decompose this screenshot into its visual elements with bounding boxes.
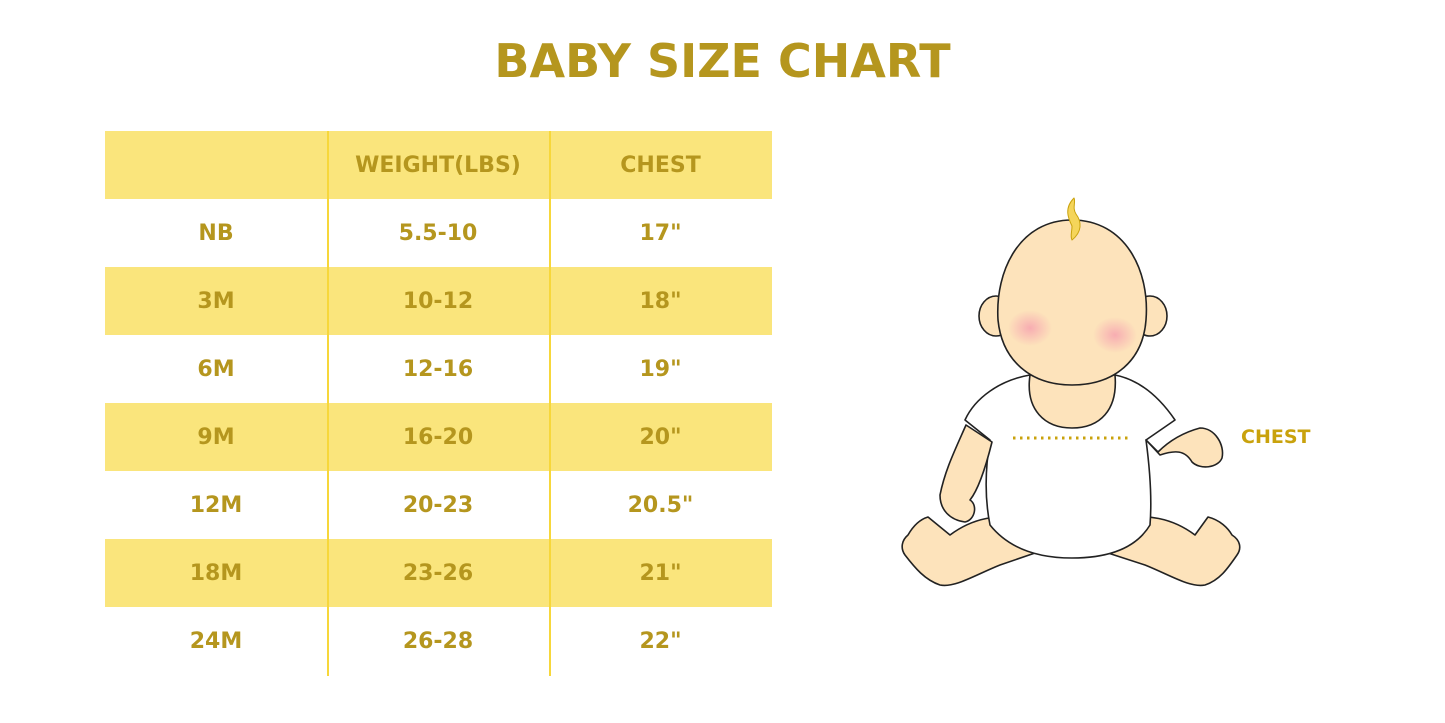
neck	[1028, 374, 1117, 429]
table-row: 12M 20-23 20.5"	[105, 471, 772, 539]
chest-cell: 20"	[639, 424, 682, 450]
column-divider	[327, 131, 329, 676]
hair-tuft	[1067, 197, 1081, 241]
weight-cell: 12-16	[402, 356, 474, 382]
weight-cell: 26-28	[402, 628, 474, 654]
table-row: 18M 23-26 21"	[105, 539, 772, 607]
table-row: 6M 12-16 19"	[105, 335, 772, 403]
size-cell: 24M	[189, 628, 243, 654]
size-cell: 12M	[189, 492, 243, 518]
chest-cell: 21"	[639, 560, 682, 586]
chest-cell: 18"	[639, 288, 682, 314]
chest-cell: 20.5"	[627, 492, 694, 518]
weight-cell: 16-20	[402, 424, 474, 450]
head	[997, 219, 1148, 386]
page-title: BABY SIZE CHART	[494, 34, 951, 88]
weight-cell: 5.5-10	[398, 220, 478, 246]
size-cell: 18M	[189, 560, 243, 586]
table-row: 24M 26-28 22"	[105, 607, 772, 675]
left-arm	[939, 424, 993, 523]
table-row: NB 5.5-10 17"	[105, 199, 772, 267]
size-table: WEIGHT(LBS) CHEST NB 5.5-10 17" 3M 10-12…	[105, 131, 772, 675]
size-cell: 3M	[197, 288, 235, 314]
size-cell: 9M	[197, 424, 235, 450]
weight-cell: 20-23	[402, 492, 474, 518]
shirt	[964, 374, 1176, 559]
weight-cell: 10-12	[402, 288, 474, 314]
table-row: 9M 16-20 20"	[105, 403, 772, 471]
table-row: 3M 10-12 18"	[105, 267, 772, 335]
chest-cell: 19"	[639, 356, 682, 382]
weight-cell: 23-26	[402, 560, 474, 586]
size-cell: 6M	[197, 356, 235, 382]
column-divider	[549, 131, 551, 676]
chest-cell: 17"	[639, 220, 682, 246]
table-header-row: WEIGHT(LBS) CHEST	[105, 131, 772, 199]
header-cell-weight: WEIGHT(LBS)	[355, 152, 521, 178]
header-cell-chest: CHEST	[620, 152, 701, 178]
chest-cell: 22"	[639, 628, 682, 654]
right-arm	[1145, 427, 1224, 468]
chest-label: CHEST	[1241, 426, 1311, 448]
size-cell: NB	[198, 220, 234, 246]
